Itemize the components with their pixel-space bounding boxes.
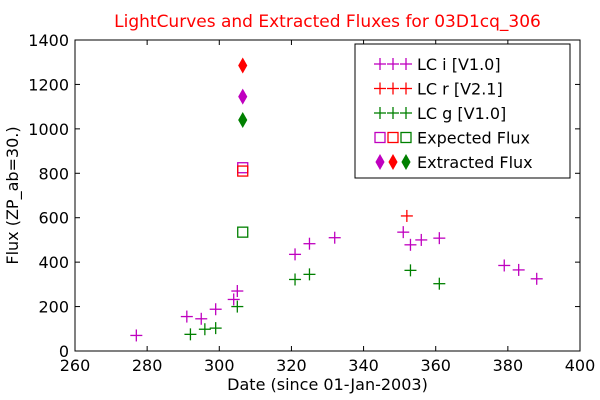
data-point-square — [237, 165, 249, 177]
x-tick-label: 300 — [204, 356, 235, 375]
chart-title: LightCurves and Extracted Fluxes for 03D… — [114, 12, 541, 32]
data-point-plus — [231, 285, 244, 298]
data-point-plus — [227, 293, 240, 306]
data-point-square — [237, 226, 249, 238]
legend-marker — [400, 82, 412, 95]
y-tick-label: 0 — [59, 342, 69, 361]
legend-marker — [374, 82, 386, 95]
x-tick-label: 260 — [60, 356, 91, 375]
data-point-plus — [303, 237, 316, 250]
legend-marker — [374, 107, 386, 119]
data-point-plus — [530, 272, 543, 285]
data-point-plus — [195, 312, 208, 325]
x-tick-label: 400 — [565, 356, 596, 375]
y-tick-label: 800 — [38, 164, 69, 183]
y-tick-label: 1000 — [28, 120, 69, 139]
legend-marker — [375, 153, 385, 171]
x-axis-label: Date (since 01-Jan-2003) — [227, 375, 428, 394]
legend-entry: Expected Flux — [417, 129, 530, 148]
data-point-plus — [289, 273, 302, 286]
y-tick-label: 600 — [38, 209, 69, 228]
data-point-plus — [198, 323, 211, 336]
data-point-plus — [303, 268, 316, 281]
data-point-diamond — [238, 88, 248, 105]
x-tick-label: 320 — [276, 356, 307, 375]
legend-marker — [401, 153, 411, 171]
y-tick-label: 1200 — [28, 75, 69, 94]
legend-marker — [374, 131, 386, 144]
data-point-plus — [400, 209, 413, 222]
data-point-diamond — [238, 111, 248, 128]
y-tick-label: 400 — [38, 253, 69, 272]
data-point-plus — [498, 259, 511, 272]
data-point-plus — [415, 233, 428, 246]
y-tick-label: 200 — [38, 298, 69, 317]
data-point-plus — [231, 300, 244, 313]
legend-marker — [374, 58, 386, 70]
legend-marker — [387, 107, 399, 119]
data-point-plus — [289, 248, 302, 261]
data-point-plus — [433, 277, 446, 290]
y-tick-label: 1400 — [28, 31, 69, 50]
legend-marker — [400, 131, 412, 144]
data-point-square — [237, 162, 249, 174]
legend-entry: LC g [V1.0] — [417, 104, 506, 123]
x-tick-label: 380 — [493, 356, 524, 375]
data-point-plus — [209, 303, 222, 316]
legend-marker — [387, 131, 399, 144]
data-point-plus — [512, 263, 525, 276]
legend-entry: LC i [V1.0] — [417, 55, 501, 74]
x-tick-label: 280 — [132, 356, 163, 375]
data-point-plus — [404, 238, 417, 251]
legend-marker — [388, 153, 398, 171]
legend-entry: LC r [V2.1] — [417, 80, 503, 99]
data-point-plus — [180, 310, 193, 323]
legend-marker — [387, 58, 399, 70]
data-point-plus — [404, 264, 417, 277]
x-tick-label: 340 — [348, 356, 379, 375]
data-point-diamond — [238, 57, 248, 74]
data-point-plus — [328, 231, 341, 244]
data-point-plus — [397, 226, 410, 239]
data-point-plus — [209, 322, 222, 335]
data-point-plus — [184, 328, 197, 341]
legend-marker — [400, 107, 412, 119]
legend-marker — [387, 82, 399, 95]
x-tick-label: 360 — [420, 356, 451, 375]
data-point-plus — [130, 329, 143, 342]
legend-marker — [400, 58, 412, 70]
legend-entry: Extracted Flux — [417, 153, 533, 172]
plot-frame — [74, 39, 581, 352]
data-point-plus — [433, 232, 446, 245]
y-axis-label: Flux (ZP_ab=30.) — [3, 126, 23, 264]
legend-box — [354, 43, 571, 179]
